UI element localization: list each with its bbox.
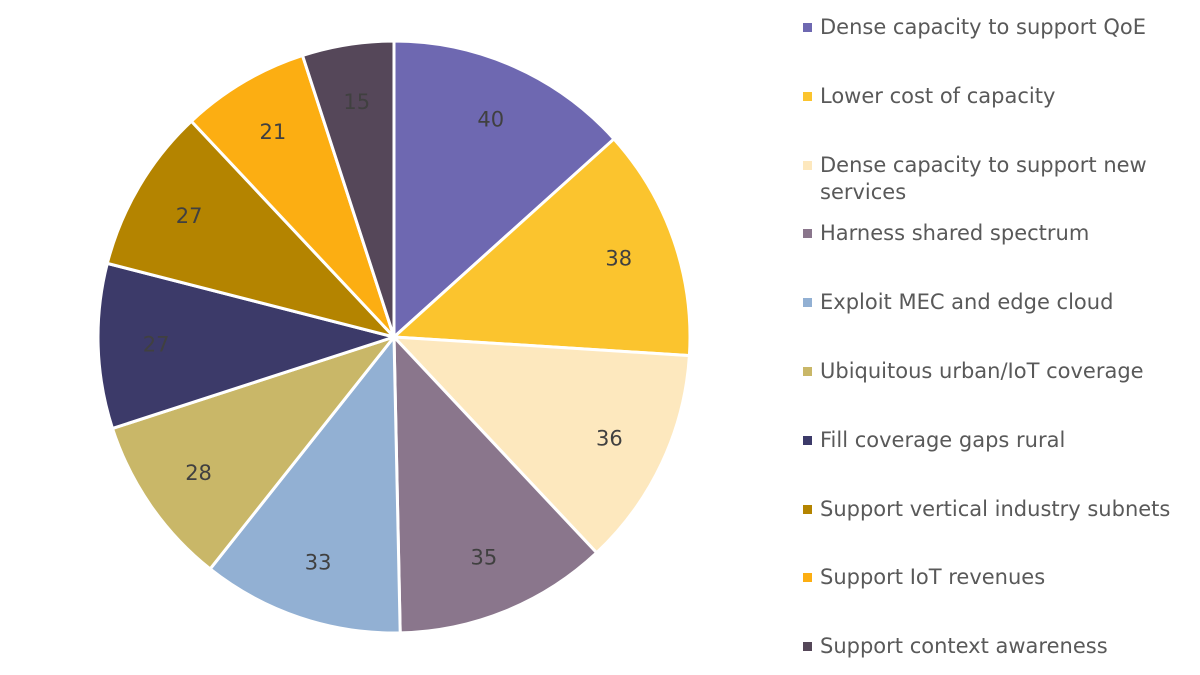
- legend-swatch: [803, 435, 812, 445]
- legend-swatch: [803, 504, 812, 514]
- legend-label: Dense capacity to support QoE: [820, 15, 1146, 39]
- pie-slice-fill-coverage-gaps-rural: [96, 261, 400, 431]
- legend-label: Dense capacity to support new services: [820, 152, 1147, 204]
- legend-swatch: [803, 229, 812, 239]
- legend-label: Support IoT revenues: [820, 565, 1046, 590]
- pie-slice-dense-capacity-to-support-qoe: [392, 39, 617, 341]
- data-label-dense-capacity-to-support-qoe: 40: [477, 108, 504, 132]
- legend-item-harness-shared-spectrum: Harness shared spectrum: [803, 220, 1193, 247]
- legend-item-dense-capacity-to-support-qoe: Dense capacity to support QoE: [803, 14, 1193, 41]
- legend-label: Exploit MEC and edge cloud: [820, 290, 1114, 315]
- pie-slice-support-iot-revenues: [189, 53, 396, 339]
- legend-item-support-context-awareness: Support context awareness: [803, 633, 1193, 660]
- pie-slice-exploit-mec-and-edge-cloud: [208, 332, 402, 635]
- data-label-dense-capacity-to-support-new-services: 36: [596, 426, 623, 450]
- data-label-harness-shared-spectrum: 35: [471, 545, 498, 569]
- pie-slice-ubiquitous-urban-iot-coverage: [110, 334, 399, 572]
- pie-chart: 40 38 36 35 33 28 27 27 21 15: [96, 39, 692, 635]
- legend-label: Lower cost of capacity: [820, 83, 1056, 108]
- legend-item-support-vertical-industry-subnets: Support vertical industry subnets: [803, 496, 1193, 523]
- legend-swatch: [803, 91, 812, 101]
- pie-data-labels: 40 38 36 35 33 28 27 27 21 15: [143, 90, 632, 575]
- pie-slice-dense-capacity-to-support-new-services: [390, 335, 692, 555]
- legend-item-ubiquitous-urban-iot-coverage: Ubiquitous urban/IoT coverage: [803, 358, 1193, 385]
- data-label-fill-coverage-gaps-rural: 27: [143, 332, 170, 356]
- pie-slice-support-vertical-industry-subnets: [105, 119, 399, 340]
- legend-item-fill-coverage-gaps-rural: Fill coverage gaps rural: [803, 427, 1193, 454]
- data-label-exploit-mec-and-edge-cloud: 33: [305, 551, 332, 575]
- legend-label: Ubiquitous urban/IoT coverage: [820, 359, 1144, 383]
- pie-slice-lower-cost-of-capacity: [390, 136, 692, 358]
- legend-item-exploit-mec-and-edge-cloud: Exploit MEC and edge cloud: [803, 289, 1193, 316]
- legend-swatch: [803, 642, 812, 652]
- legend-item-support-iot-revenues: Support IoT revenues: [803, 564, 1193, 591]
- pie-slice-harness-shared-spectrum: [392, 333, 599, 635]
- data-label-support-iot-revenues: 21: [259, 120, 286, 144]
- pie-slice-support-context-awareness: [300, 39, 396, 338]
- legend-swatch: [803, 367, 812, 376]
- data-label-support-context-awareness: 15: [343, 90, 370, 114]
- data-label-lower-cost-of-capacity: 38: [605, 247, 632, 271]
- legend-item-dense-capacity-to-support-new-services: Dense capacity to support new services: [803, 152, 1193, 206]
- legend-swatch: [803, 298, 812, 308]
- legend-item-lower-cost-of-capacity: Lower cost of capacity: [803, 83, 1193, 110]
- legend-swatch: [803, 160, 812, 170]
- pie-slices: [96, 39, 692, 635]
- legend-label: Support context awareness: [820, 634, 1108, 659]
- legend-label: Fill coverage gaps rural: [820, 427, 1066, 452]
- legend-swatch: [803, 23, 812, 32]
- legend-label: Harness shared spectrum: [820, 221, 1090, 246]
- data-label-support-vertical-industry-subnets: 27: [176, 204, 203, 228]
- legend-label: Support vertical industry subnets: [820, 496, 1171, 521]
- data-label-ubiquitous-urban-iot-coverage: 28: [185, 461, 212, 485]
- legend-swatch: [803, 573, 812, 583]
